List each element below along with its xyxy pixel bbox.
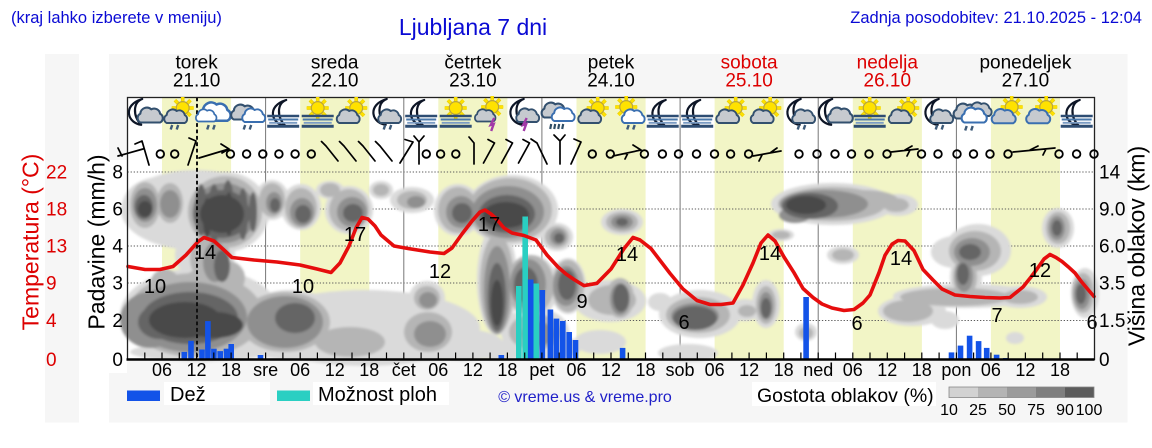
svg-text:6: 6 [851, 313, 862, 335]
svg-text:12: 12 [877, 360, 897, 380]
svg-text:6: 6 [112, 200, 123, 221]
svg-text:sre: sre [253, 360, 278, 380]
svg-text:3: 3 [112, 274, 123, 295]
svg-text:0: 0 [1099, 350, 1110, 371]
svg-text:sreda: sreda [311, 53, 359, 74]
svg-text:12: 12 [1029, 260, 1051, 282]
svg-text:Gostota oblakov (%): Gostota oblakov (%) [757, 385, 934, 407]
svg-text:12: 12 [429, 261, 451, 283]
svg-text:Dež: Dež [170, 384, 206, 406]
svg-text:06: 06 [981, 360, 1001, 380]
svg-text:13: 13 [46, 237, 67, 258]
svg-text:25.10: 25.10 [725, 71, 773, 92]
svg-text:18: 18 [46, 200, 67, 221]
svg-text:3.5: 3.5 [1099, 274, 1125, 295]
svg-text:06: 06 [152, 360, 172, 380]
svg-text:18: 18 [1050, 360, 1070, 380]
svg-text:12: 12 [739, 360, 759, 380]
svg-text:27.10: 27.10 [1002, 71, 1050, 92]
svg-text:10: 10 [940, 402, 958, 419]
svg-text:10: 10 [292, 276, 314, 298]
svg-text:12: 12 [601, 360, 621, 380]
svg-text:Zadnja posodobitev: 21.10.2025: Zadnja posodobitev: 21.10.2025 - 12:04 [850, 9, 1142, 27]
svg-text:ponedeljek: ponedeljek [979, 53, 1071, 74]
svg-text:26.10: 26.10 [864, 71, 912, 92]
svg-text:Višina oblakov (km): Višina oblakov (km) [1124, 146, 1150, 346]
svg-text:sob: sob [666, 360, 695, 380]
svg-text:18: 18 [497, 360, 517, 380]
svg-text:75: 75 [1027, 402, 1045, 419]
svg-text:Možnost ploh: Možnost ploh [318, 384, 437, 406]
svg-text:18: 18 [636, 360, 656, 380]
svg-text:18: 18 [774, 360, 794, 380]
svg-text:(kraj lahko izberete v meniju): (kraj lahko izberete v meniju) [11, 9, 222, 27]
svg-text:četrtek: četrtek [444, 53, 502, 74]
svg-text:17: 17 [478, 214, 500, 236]
svg-text:12: 12 [187, 360, 207, 380]
svg-text:18: 18 [221, 360, 241, 380]
svg-text:0: 0 [112, 350, 123, 371]
svg-text:Padavine (mm/h): Padavine (mm/h) [84, 154, 110, 329]
svg-text:pet: pet [529, 360, 554, 380]
svg-text:06: 06 [290, 360, 310, 380]
svg-text:12: 12 [463, 360, 483, 380]
svg-text:© vreme.us & vreme.pro: © vreme.us & vreme.pro [498, 389, 672, 406]
svg-text:9: 9 [46, 274, 57, 295]
svg-text:25: 25 [969, 402, 987, 419]
svg-text:1.5: 1.5 [1099, 311, 1125, 332]
svg-text:14: 14 [759, 243, 781, 265]
svg-text:Ljubljana 7 dni: Ljubljana 7 dni [399, 14, 547, 40]
svg-text:10: 10 [144, 276, 166, 298]
svg-text:12: 12 [325, 360, 345, 380]
svg-text:14: 14 [1099, 163, 1121, 184]
svg-text:14: 14 [890, 248, 912, 270]
svg-text:4: 4 [112, 237, 123, 258]
svg-text:14: 14 [616, 244, 638, 266]
svg-text:6: 6 [678, 312, 689, 334]
svg-text:2: 2 [112, 311, 123, 332]
svg-text:pon: pon [941, 360, 971, 380]
svg-text:22: 22 [46, 163, 67, 184]
svg-text:24.10: 24.10 [587, 71, 635, 92]
svg-text:4: 4 [46, 311, 57, 332]
svg-text:100: 100 [1076, 402, 1103, 419]
svg-text:sobota: sobota [721, 53, 778, 74]
svg-text:14: 14 [194, 242, 216, 264]
svg-text:12: 12 [1015, 360, 1035, 380]
svg-text:8: 8 [112, 163, 123, 184]
svg-text:17: 17 [344, 224, 366, 246]
svg-text:ned: ned [803, 360, 833, 380]
svg-text:06: 06 [843, 360, 863, 380]
svg-text:nedelja: nedelja [857, 53, 919, 74]
svg-text:0: 0 [46, 350, 57, 371]
svg-text:Temperatura (°C): Temperatura (°C) [18, 154, 44, 331]
svg-text:9.0: 9.0 [1099, 200, 1125, 221]
svg-text:6: 6 [1086, 312, 1097, 334]
svg-text:čet: čet [392, 360, 416, 380]
svg-text:22.10: 22.10 [311, 71, 359, 92]
svg-text:06: 06 [705, 360, 725, 380]
svg-text:7: 7 [991, 305, 1002, 327]
svg-text:50: 50 [998, 402, 1016, 419]
svg-text:06: 06 [566, 360, 586, 380]
svg-text:23.10: 23.10 [449, 71, 497, 92]
svg-text:petek: petek [588, 53, 635, 74]
svg-text:18: 18 [359, 360, 379, 380]
svg-text:90: 90 [1056, 402, 1074, 419]
svg-text:6.0: 6.0 [1099, 237, 1125, 258]
svg-text:9: 9 [576, 291, 587, 313]
svg-text:torek: torek [175, 53, 218, 74]
svg-text:18: 18 [912, 360, 932, 380]
svg-text:06: 06 [428, 360, 448, 380]
svg-text:21.10: 21.10 [173, 71, 221, 92]
